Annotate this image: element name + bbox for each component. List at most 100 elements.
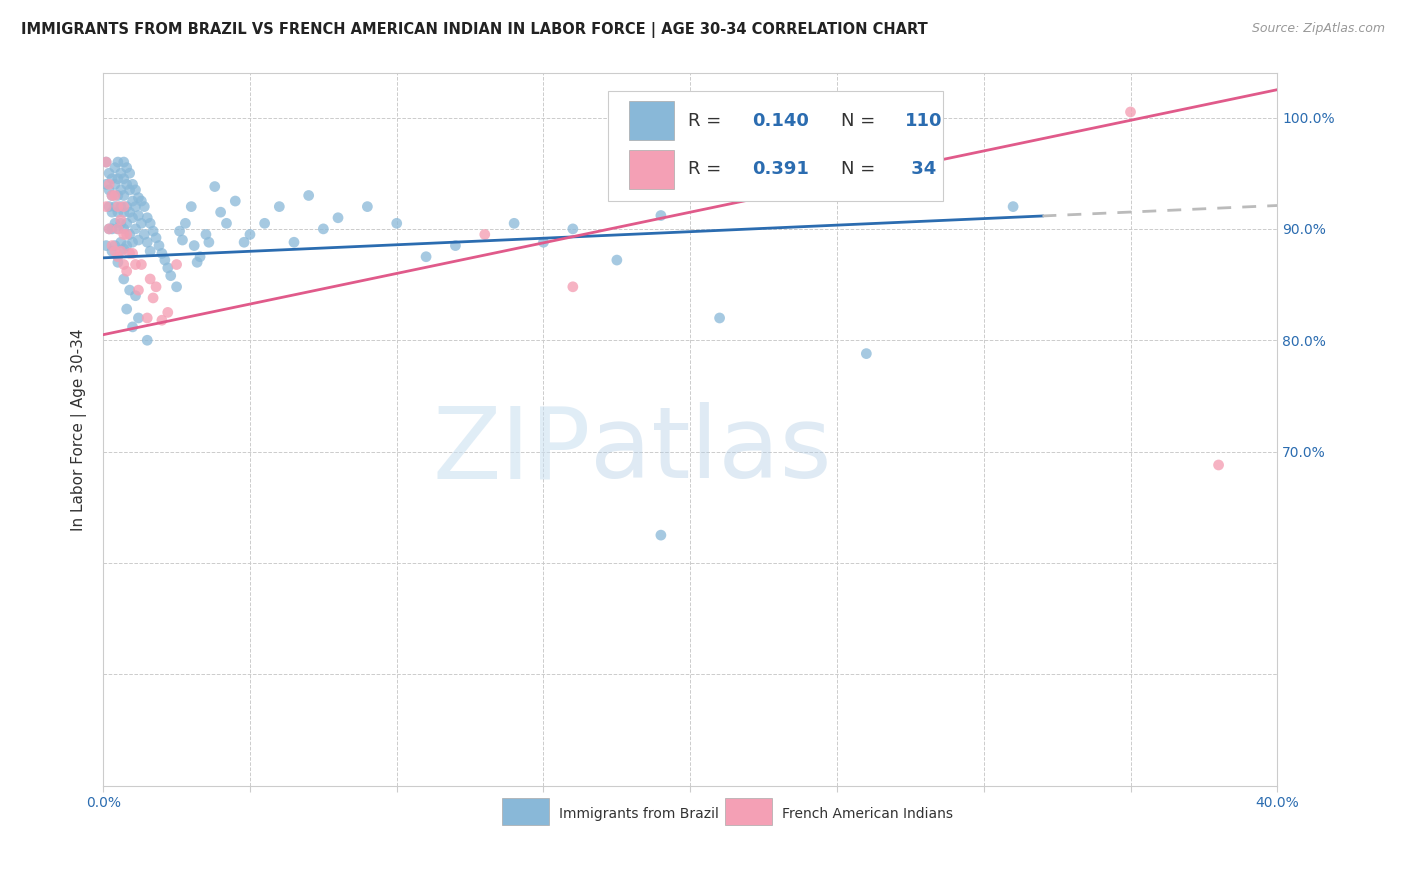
Point <box>269 200 291 214</box>
Point <box>855 346 877 360</box>
Point <box>115 264 138 278</box>
Point <box>142 224 165 238</box>
Point <box>112 222 135 236</box>
Point <box>233 235 256 250</box>
Point <box>131 258 153 272</box>
Point <box>156 305 179 319</box>
Point <box>253 216 276 230</box>
Point <box>127 233 149 247</box>
Point <box>101 244 124 259</box>
Point <box>356 200 378 214</box>
Point <box>115 227 138 242</box>
Point <box>104 244 127 259</box>
Point <box>112 258 135 272</box>
Point <box>183 238 205 252</box>
Point <box>94 178 117 192</box>
Point <box>194 227 217 242</box>
Point <box>101 188 124 202</box>
Point <box>101 205 124 219</box>
Point <box>198 235 221 250</box>
Point <box>127 310 149 325</box>
Point <box>118 166 141 180</box>
Point <box>115 200 138 214</box>
Text: 110: 110 <box>905 112 942 129</box>
Text: atlas: atlas <box>591 402 832 500</box>
Point <box>104 188 127 202</box>
Point <box>124 289 146 303</box>
Point <box>115 216 138 230</box>
Text: French American Indians: French American Indians <box>782 807 953 822</box>
Point <box>112 200 135 214</box>
Bar <box>725 797 772 825</box>
Point <box>118 227 141 242</box>
Point <box>209 205 232 219</box>
Point <box>110 216 132 230</box>
Text: Source: ZipAtlas.com: Source: ZipAtlas.com <box>1251 22 1385 36</box>
Point <box>561 280 583 294</box>
Point <box>474 227 496 242</box>
Point <box>283 235 305 250</box>
Point <box>101 171 124 186</box>
Point <box>326 211 349 225</box>
Point <box>98 222 121 236</box>
Point <box>127 191 149 205</box>
Point <box>215 216 238 230</box>
Point <box>148 238 170 252</box>
Point <box>188 250 211 264</box>
Text: IMMIGRANTS FROM BRAZIL VS FRENCH AMERICAN INDIAN IN LABOR FORCE | AGE 30-34 CORR: IMMIGRANTS FROM BRAZIL VS FRENCH AMERICA… <box>21 22 928 38</box>
Point <box>312 222 335 236</box>
Point <box>115 161 138 175</box>
Point <box>98 178 121 192</box>
Point <box>503 216 526 230</box>
Text: 0.140: 0.140 <box>752 112 810 129</box>
Point <box>139 272 162 286</box>
Point <box>110 200 132 214</box>
Point <box>124 258 146 272</box>
Point <box>94 238 117 252</box>
Point <box>121 246 143 260</box>
Point <box>121 235 143 250</box>
Point <box>107 250 129 264</box>
Point <box>444 238 467 252</box>
Point <box>145 280 167 294</box>
Point <box>110 166 132 180</box>
Point <box>136 310 159 325</box>
Y-axis label: In Labor Force | Age 30-34: In Labor Force | Age 30-34 <box>72 328 87 531</box>
Point <box>98 166 121 180</box>
Point <box>112 205 135 219</box>
Point <box>180 200 202 214</box>
Point <box>112 272 135 286</box>
Point <box>166 280 188 294</box>
Point <box>156 260 179 275</box>
Point <box>104 161 127 175</box>
Point <box>107 222 129 236</box>
Bar <box>502 797 550 825</box>
Point <box>121 194 143 208</box>
Point <box>153 253 176 268</box>
Point <box>107 171 129 186</box>
Point <box>121 178 143 192</box>
Point <box>101 188 124 202</box>
Point <box>169 224 191 238</box>
Point <box>561 222 583 236</box>
Point <box>107 255 129 269</box>
Point <box>104 200 127 214</box>
Point <box>186 255 208 269</box>
Point <box>107 155 129 169</box>
Point <box>709 310 731 325</box>
Point <box>139 244 162 259</box>
Point <box>145 231 167 245</box>
Point <box>127 283 149 297</box>
Point <box>124 183 146 197</box>
Point <box>606 253 628 268</box>
Point <box>118 205 141 219</box>
Point <box>118 246 141 260</box>
Point <box>142 291 165 305</box>
Point <box>107 200 129 214</box>
Point <box>112 155 135 169</box>
Point <box>112 242 135 256</box>
Point <box>650 528 672 542</box>
Point <box>98 200 121 214</box>
Text: ZIP: ZIP <box>432 402 591 500</box>
Point <box>124 200 146 214</box>
